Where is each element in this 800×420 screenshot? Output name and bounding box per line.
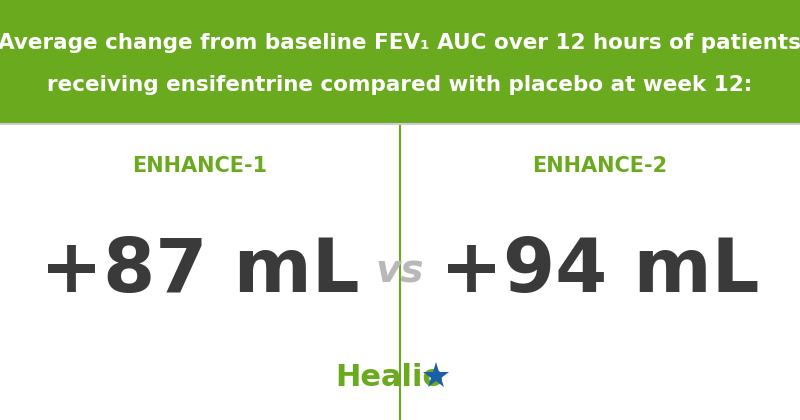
Text: +94 mL: +94 mL	[440, 236, 760, 308]
Text: ENHANCE-1: ENHANCE-1	[133, 156, 267, 176]
Text: Average change from baseline FEV₁ AUC over 12 hours of patients: Average change from baseline FEV₁ AUC ov…	[0, 33, 800, 53]
Text: ENHANCE-2: ENHANCE-2	[533, 156, 667, 176]
Text: +87 mL: +87 mL	[40, 236, 360, 308]
Text: vs: vs	[376, 253, 424, 291]
Text: Healio: Healio	[335, 363, 444, 393]
Text: receiving ensifentrine compared with placebo at week 12:: receiving ensifentrine compared with pla…	[47, 75, 753, 95]
